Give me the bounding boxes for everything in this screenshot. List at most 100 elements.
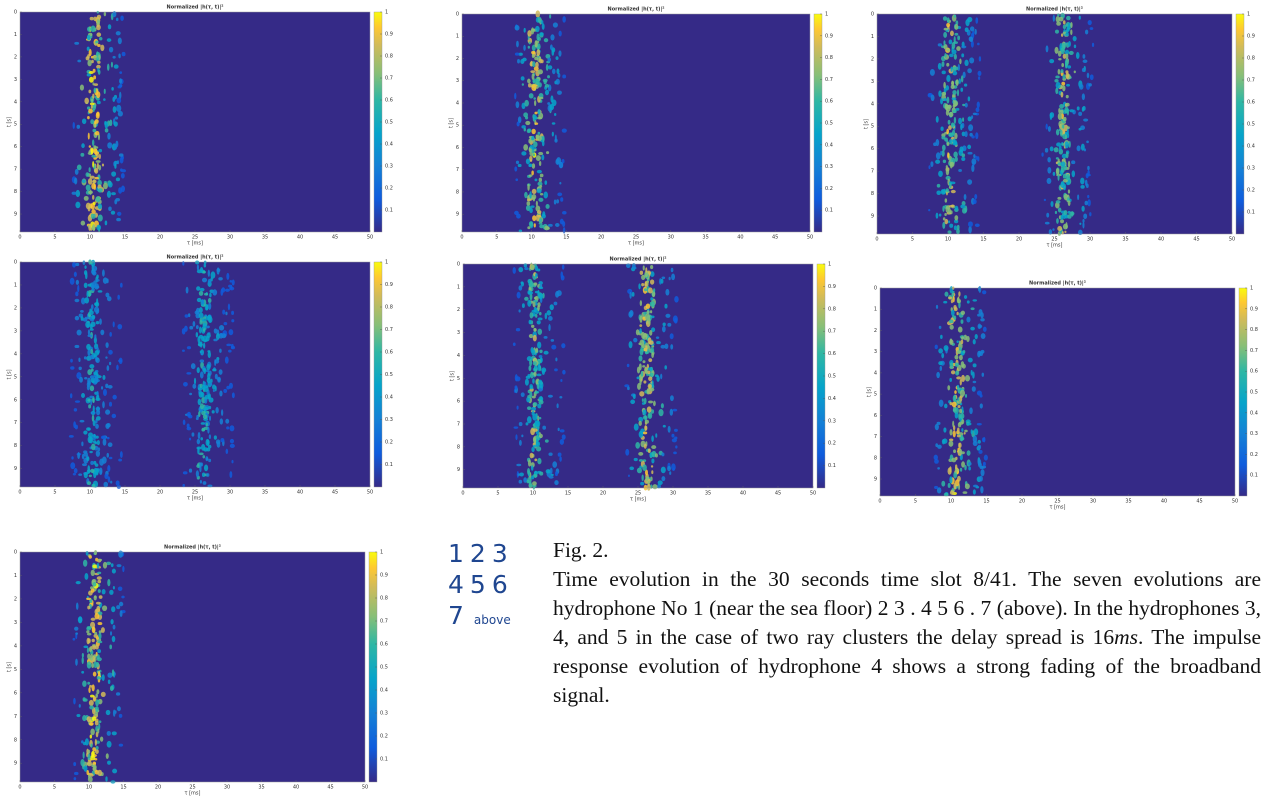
heatmap-speckle — [960, 319, 964, 324]
heatmap-speckle — [951, 457, 957, 463]
colorbar-tick-label: 1 — [825, 12, 828, 18]
heatmap-speckle — [548, 475, 554, 479]
heatmap-speckle — [1061, 153, 1067, 159]
x-tick-label: 15 — [120, 785, 126, 791]
x-tick-label: 45 — [332, 235, 338, 241]
heatmap-speckle — [956, 387, 961, 391]
y-tick-label: 7 — [874, 434, 877, 440]
heatmap-speckle — [528, 163, 533, 168]
heatmap-speckle — [108, 349, 113, 355]
heatmap-speckle — [92, 398, 95, 403]
colorbar-tick-label: 0.3 — [828, 418, 836, 424]
heatmap-speckle — [110, 61, 114, 68]
heatmap-speckle — [533, 141, 538, 148]
heatmap-speckle — [546, 310, 552, 316]
heatmap-speckle — [961, 45, 967, 49]
colorbar-tick-label: 0.6 — [825, 99, 833, 105]
heatmap-speckle — [79, 84, 85, 91]
heatmap-speckle — [528, 93, 534, 99]
heatmap-speckle — [185, 286, 189, 294]
heatmap-speckle — [89, 684, 93, 688]
heatmap-speckle — [961, 156, 966, 161]
heatmap-speckle — [101, 605, 108, 612]
heatmap-speckle — [937, 43, 943, 47]
heatmap-speckle — [934, 485, 939, 490]
heatmap-speckle — [102, 401, 105, 409]
heatmap-speckle — [108, 401, 113, 407]
heatmap-speckle — [972, 299, 978, 302]
heatmap-speckle — [1081, 68, 1086, 73]
heatmap-speckle — [515, 160, 520, 165]
heatmap-speckle — [205, 456, 209, 462]
heatmap-speckle — [96, 468, 99, 473]
heatmap-speckle — [81, 143, 85, 149]
heatmap-speckle — [642, 365, 646, 368]
heatmap-background — [20, 262, 370, 487]
heatmap-speckle — [87, 116, 90, 120]
x-tick-label: 35 — [262, 490, 268, 496]
heatmap-speckle — [972, 339, 976, 345]
y-tick-label: 2 — [14, 596, 17, 602]
heatmap-speckle — [944, 213, 947, 217]
heatmap-speckle — [1087, 19, 1092, 26]
heatmap-speckle — [120, 172, 125, 179]
heatmap-speckle — [1066, 128, 1069, 136]
colorbar-tick-label: 0.5 — [828, 374, 836, 380]
colorbar-tick-label: 0.9 — [385, 32, 393, 38]
heatmap-speckle — [548, 452, 553, 456]
heatmap-speckle — [948, 220, 951, 224]
y-tick-label: 5 — [456, 123, 459, 129]
heatmap-speckle — [660, 278, 664, 284]
heatmap-speckle — [95, 423, 99, 429]
heatmap-speckle — [963, 194, 967, 201]
heatmap-speckle — [963, 83, 968, 87]
heatmap-speckle — [953, 307, 958, 312]
heatmap-speckle — [186, 346, 192, 350]
heatmap-speckle — [671, 463, 676, 471]
heatmap-speckle — [231, 310, 235, 315]
heatmap-speckle — [559, 161, 564, 169]
heatmap-speckle — [527, 299, 532, 307]
heatmap-speckle — [650, 409, 655, 414]
heatmap-speckle — [527, 406, 532, 410]
colorbar-tick-label: 0.4 — [825, 142, 833, 148]
heatmap-speckle — [1052, 228, 1055, 231]
heatmap-speckle — [95, 693, 98, 699]
heatmap-speckle — [118, 458, 123, 462]
heatmap-speckle — [642, 360, 646, 364]
heatmap-speckle — [638, 451, 644, 456]
heatmap-speckle — [199, 403, 204, 410]
heatmap-speckle — [77, 284, 80, 293]
heatmap-speckle — [115, 177, 121, 182]
heatmap-speckle — [68, 435, 74, 438]
heatmap-speckle — [535, 134, 540, 139]
heatmap-speckle — [198, 410, 201, 417]
heatmap-speckle — [208, 382, 213, 386]
heatmap-speckle — [538, 379, 543, 385]
heatmap-speckle — [196, 438, 201, 445]
heatmap-speckle — [81, 393, 85, 398]
y-tick-label: 7 — [14, 420, 17, 426]
heatmap-speckle — [97, 214, 103, 222]
heatmap-speckle — [524, 116, 529, 120]
panel-title: Normalized |h(τ, t)|² — [1026, 7, 1083, 13]
heatmap-speckle — [198, 312, 204, 319]
y-tick-label: 3 — [14, 77, 17, 83]
heatmap-speckle — [1056, 21, 1061, 26]
heatmap-speckle — [974, 194, 978, 200]
x-tick-label: 50 — [367, 490, 373, 496]
heatmap-speckle — [208, 458, 212, 463]
heatmap-speckle — [561, 264, 565, 270]
heatmap-speckle — [656, 375, 660, 382]
y-tick-label: 6 — [457, 399, 460, 405]
heatmap-speckle — [1087, 169, 1090, 176]
heatmap-speckle — [1062, 31, 1067, 35]
heatmap-speckle — [949, 139, 954, 143]
heatmap-speckle — [114, 163, 117, 169]
heatmap-speckle — [949, 223, 954, 228]
heatmap-panel: Normalized |h(τ, t)|²0 5 10 15 20 25 30 35 40 45 5… — [867, 281, 1258, 511]
heatmap-speckle — [968, 226, 972, 234]
heatmap-speckle — [964, 374, 971, 382]
heatmap-speckle — [111, 669, 115, 677]
x-tick-label: 45 — [772, 235, 778, 241]
